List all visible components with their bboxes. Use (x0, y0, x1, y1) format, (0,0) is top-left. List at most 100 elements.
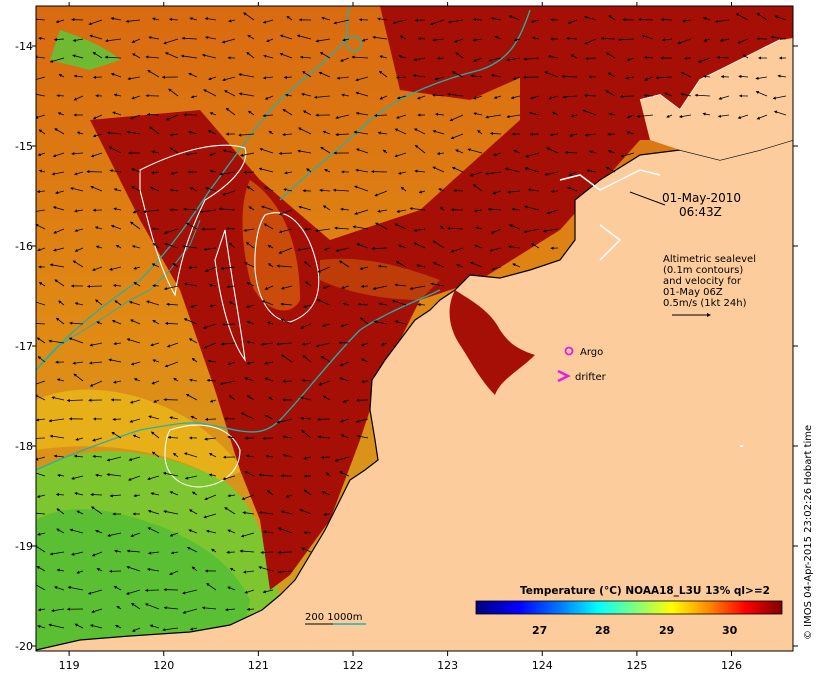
velocity-arrow (475, 226, 483, 230)
credit-text: © IMOS 04-Apr-2015 23:02:26 Hobart time (803, 425, 814, 640)
velocity-arrow (66, 398, 84, 403)
velocity-arrow (186, 546, 198, 553)
velocity-arrow (225, 107, 236, 116)
velocity-arrow (620, 152, 635, 158)
velocity-arrow (569, 133, 578, 137)
velocity-arrow (189, 187, 198, 192)
velocity-arrow (296, 34, 312, 40)
velocity-arrow (88, 19, 103, 26)
velocity-arrow (276, 264, 293, 268)
velocity-arrow (110, 17, 122, 21)
velocity-arrow (126, 338, 141, 344)
velocity-arrow (189, 627, 198, 631)
velocity-arrow (661, 38, 673, 42)
velocity-arrow (132, 209, 141, 214)
velocity-arrow (301, 378, 312, 383)
velocity-arrow (286, 15, 293, 21)
velocity-arrow (111, 431, 122, 439)
velocity-arrow (185, 152, 198, 156)
velocity-arrow (302, 110, 312, 116)
velocity-arrow (127, 475, 141, 481)
velocity-arrow (507, 245, 521, 249)
velocity-arrow (511, 207, 521, 211)
velocity-arrow (300, 396, 312, 401)
velocity-arrow (379, 95, 388, 100)
velocity-arrow (660, 18, 673, 22)
velocity-arrow (737, 38, 749, 44)
velocity-arrow (38, 169, 46, 173)
velocity-arrow (262, 114, 274, 118)
velocity-arrow (530, 243, 540, 249)
velocity-arrow (247, 34, 255, 40)
velocity-arrow (694, 93, 711, 97)
sealevel-contour (139, 144, 247, 297)
velocity-arrow (56, 528, 65, 534)
velocity-arrow (279, 34, 293, 40)
y-tick-label: -19 (15, 540, 33, 553)
velocity-arrow (432, 240, 445, 249)
velocity-arrow (126, 589, 141, 595)
velocity-arrow (37, 356, 46, 363)
velocity-arrow (299, 323, 312, 329)
velocity-arrow (513, 149, 521, 154)
velocity-arrow (203, 247, 217, 251)
velocity-arrow (360, 284, 369, 288)
velocity-arrow (238, 92, 255, 97)
velocity-arrow (172, 452, 179, 458)
velocity-arrow (491, 266, 502, 271)
velocity-arrow (485, 114, 502, 119)
velocity-arrow (546, 209, 559, 215)
velocity-arrow (69, 528, 84, 534)
velocity-arrow (528, 111, 540, 116)
velocity-arrow (90, 152, 103, 158)
velocity-arrow (277, 570, 293, 574)
velocity-arrow (355, 111, 369, 116)
platform-legend: Argo drifter (557, 346, 607, 383)
velocity-arrow (164, 321, 179, 326)
velocity-arrow (76, 570, 84, 574)
velocity-arrow (240, 152, 255, 157)
velocity-arrow (772, 95, 787, 100)
altimetry-line2: (0.1m contours) (663, 265, 743, 276)
velocity-arrow (68, 337, 84, 344)
velocity-arrow (702, 112, 711, 116)
velocity-arrow (188, 338, 198, 344)
velocity-arrow (128, 300, 141, 306)
velocity-arrow (145, 55, 160, 59)
velocity-arrow (508, 15, 521, 21)
velocity-arrow (643, 55, 654, 60)
velocity-arrow (49, 551, 65, 556)
velocity-arrow (266, 38, 274, 43)
velocity-arrow (244, 470, 255, 477)
x-tick-label: 119 (59, 659, 80, 672)
velocity-arrow (91, 506, 103, 515)
velocity-arrow (432, 166, 445, 173)
velocity-arrow (199, 209, 217, 214)
velocity-arrow (208, 453, 217, 458)
x-tick-label: 126 (721, 659, 742, 672)
velocity-arrow (38, 129, 46, 135)
velocity-arrow (267, 263, 274, 268)
velocity-arrow (55, 492, 65, 497)
velocity-arrow (147, 509, 160, 515)
velocity-arrow (341, 93, 350, 97)
velocity-arrow (131, 95, 141, 100)
velocity-arrow (315, 342, 331, 348)
velocity-arrow (394, 283, 407, 287)
velocity-arrow (36, 76, 46, 80)
velocity-arrow (191, 491, 198, 496)
velocity-arrow (302, 354, 312, 363)
velocity-arrow (510, 95, 521, 100)
velocity-arrow (371, 246, 388, 251)
velocity-arrow (240, 532, 255, 538)
velocity-arrow (263, 223, 274, 230)
velocity-arrow (37, 247, 46, 252)
velocity-arrow (451, 166, 464, 173)
velocity-arrow (472, 95, 483, 100)
velocity-arrow (208, 76, 217, 81)
velocity-arrow (372, 35, 388, 40)
coastline (36, 139, 793, 651)
velocity-arrow (132, 53, 141, 59)
velocity-arrow (227, 435, 236, 439)
colorbar-tick-29: 29 (659, 624, 674, 637)
